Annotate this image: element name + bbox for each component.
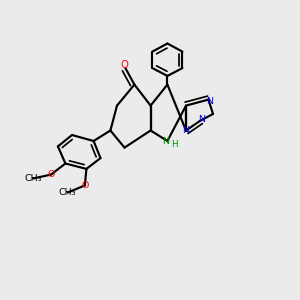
Text: N: N	[162, 136, 169, 146]
Text: O: O	[81, 181, 88, 190]
Text: N: N	[206, 97, 213, 106]
Text: H: H	[172, 140, 178, 149]
Text: CH₃: CH₃	[59, 188, 76, 197]
Text: CH₃: CH₃	[24, 174, 42, 183]
Text: N: N	[198, 115, 205, 124]
Text: N: N	[182, 126, 190, 135]
Text: O: O	[47, 170, 55, 179]
Text: O: O	[120, 60, 128, 70]
